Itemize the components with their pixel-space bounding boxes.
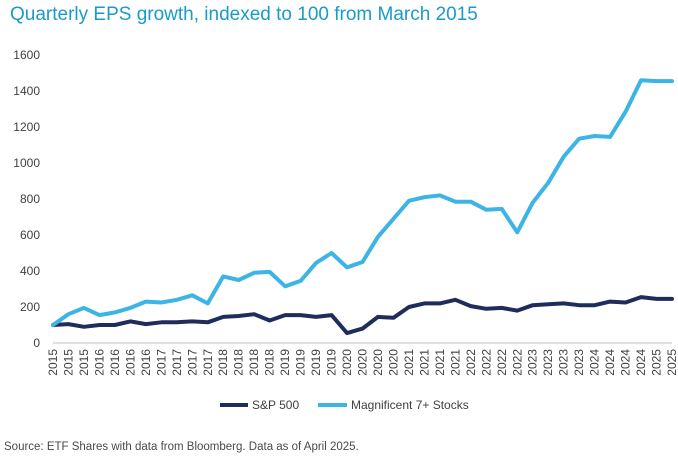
y-tick-label: 400 [20, 264, 40, 278]
x-tick-label: 2020 [371, 349, 385, 376]
series-line-magnificent-7 [51, 78, 674, 327]
x-tick-label: 2020 [356, 349, 370, 376]
x-tick-label: 2016 [92, 349, 106, 376]
x-tick-label: 2022 [479, 349, 493, 376]
y-tick-label: 600 [20, 228, 40, 242]
x-tick-label: 2023 [526, 349, 540, 376]
y-tick-label: 1400 [13, 84, 40, 98]
x-tick-label: 2022 [510, 349, 524, 376]
x-tick-label: 2022 [495, 349, 509, 376]
y-tick-label: 800 [20, 192, 40, 206]
y-tick-label: 1200 [13, 120, 40, 134]
x-axis-ticks: 2015 2015 2015 2016 2016 2016 2016 2017 2017 2017… [46, 349, 678, 376]
x-tick-label: 2021 [433, 349, 447, 376]
x-tick-label: 2024 [634, 349, 648, 376]
x-tick-label: 2018 [263, 349, 277, 376]
x-tick-label: 2019 [325, 349, 339, 376]
x-tick-label: 2023 [541, 349, 555, 376]
x-tick-label: 2015 [46, 349, 60, 376]
y-tick-label: 0 [33, 336, 40, 350]
y-tick-label: 1000 [13, 156, 40, 170]
x-tick-label: 2020 [340, 349, 354, 376]
legend-label: Magnificent 7+ Stocks [351, 398, 469, 412]
x-tick-label: 2015 [77, 349, 91, 376]
legend-label: S&P 500 [252, 398, 299, 412]
x-tick-label: 2020 [386, 349, 400, 376]
x-tick-label: 2023 [572, 349, 586, 376]
x-tick-label: 2015 [61, 349, 75, 376]
x-tick-label: 2016 [123, 349, 137, 376]
x-tick-label: 2019 [309, 349, 323, 376]
x-tick-label: 2017 [185, 349, 199, 376]
y-axis-ticks: 0 200 400 600 800 1000 1200 1400 1600 [13, 48, 40, 350]
series-lines [51, 78, 674, 336]
x-tick-label: 2018 [232, 349, 246, 376]
x-tick-label: 2019 [294, 349, 308, 376]
x-tick-label: 2016 [139, 349, 153, 376]
x-tick-label: 2019 [278, 349, 292, 376]
x-tick-label: 2021 [417, 349, 431, 376]
x-tick-label: 2025 [650, 349, 664, 376]
source-note: Source: ETF Shares with data from Bloomb… [4, 441, 359, 453]
x-tick-label: 2018 [247, 349, 261, 376]
x-tick-label: 2024 [603, 349, 617, 376]
x-tick-label: 2021 [448, 349, 462, 376]
x-tick-label: 2021 [402, 349, 416, 376]
x-tick-label: 2024 [588, 349, 602, 376]
x-tick-label: 2022 [464, 349, 478, 376]
x-tick-label: 2025 [665, 349, 678, 376]
legend: S&P 500 Magnificent 7+ Stocks [220, 398, 469, 412]
x-tick-label: 2024 [619, 349, 633, 376]
x-tick-label: 2016 [108, 349, 122, 376]
x-tick-label: 2017 [154, 349, 168, 376]
y-tick-label: 200 [20, 300, 40, 314]
x-tick-label: 2018 [216, 349, 230, 376]
x-tick-label: 2017 [201, 349, 215, 376]
y-tick-label: 1600 [13, 48, 40, 62]
chart-title: Quarterly EPS growth, indexed to 100 fro… [10, 4, 478, 25]
x-tick-label: 2017 [170, 349, 184, 376]
x-tick-label: 2023 [557, 349, 571, 376]
